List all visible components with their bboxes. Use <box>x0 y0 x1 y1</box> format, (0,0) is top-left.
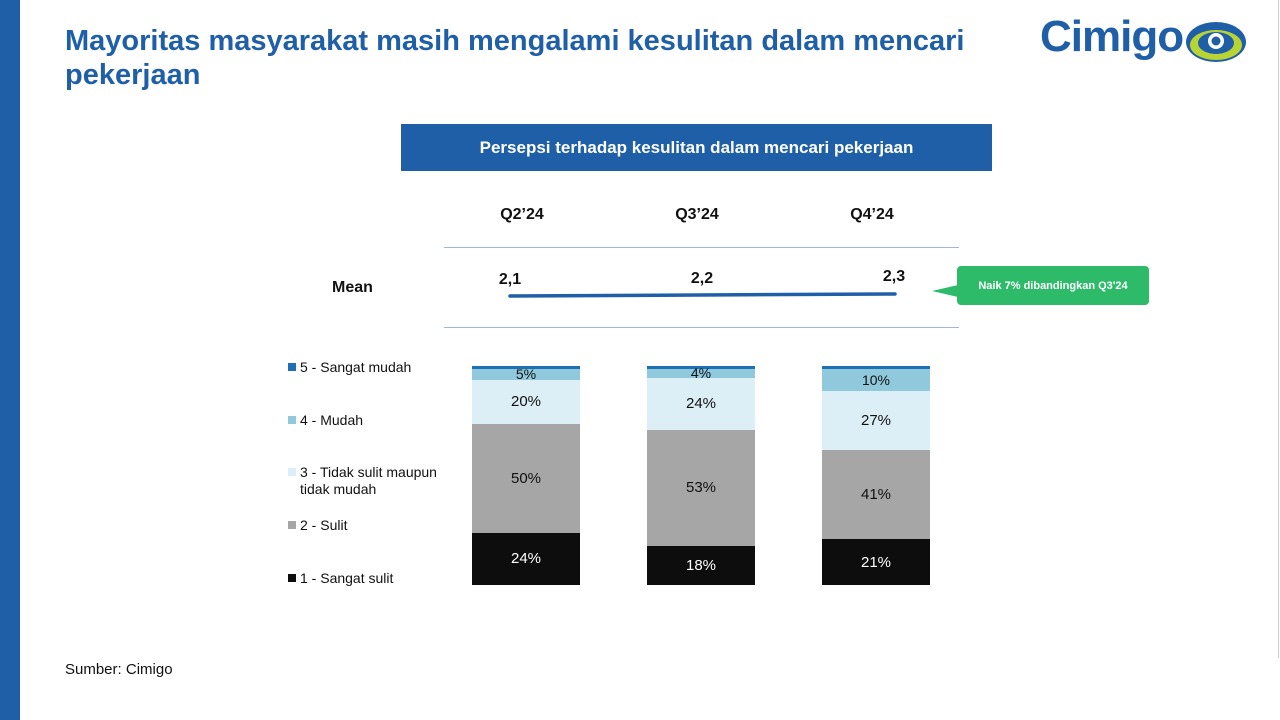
bar-segment: 50% <box>472 423 580 533</box>
bar-segment: 24% <box>647 377 755 431</box>
bar-segment: 5% <box>472 366 580 383</box>
data-label: 10% <box>861 371 891 388</box>
data-label: 41% <box>860 485 892 503</box>
data-label: 20% <box>510 393 542 411</box>
legend-swatch <box>288 468 296 476</box>
mean-trend-line <box>508 292 897 298</box>
stacked-bar-q4: 10% 27% 41% 21% <box>822 366 930 586</box>
stacked-bar-q2: 5% 20% 50% 24% <box>472 366 580 585</box>
mean-value: 2,2 <box>690 270 714 287</box>
quarter-label: Q4’24 <box>850 206 894 223</box>
page-title: Mayoritas masyarakat masih mengalami kes… <box>65 25 965 91</box>
data-label: 21% <box>860 553 892 571</box>
data-label: 27% <box>860 411 892 429</box>
legend-swatch <box>288 363 296 371</box>
right-edge-divider <box>1278 0 1279 658</box>
bar-segment: 24% <box>472 532 580 585</box>
bar-segment <box>647 366 755 369</box>
bar-segment: 10% <box>822 368 930 391</box>
bar-segment: 53% <box>647 430 755 546</box>
data-label: 4% <box>690 365 712 382</box>
bar-segment: 21% <box>822 539 930 586</box>
bar-segment: 18% <box>647 545 755 585</box>
mean-value: 2,3 <box>882 268 906 285</box>
legend-label: 2 - Sulit <box>300 517 348 533</box>
data-label: 24% <box>510 550 542 568</box>
legend-swatch <box>288 521 296 529</box>
mean-value: 2,1 <box>498 271 522 288</box>
callout-pointer <box>932 285 958 297</box>
legend-item-sangat-mudah: 5 - Sangat mudah <box>288 359 411 376</box>
legend-label: 4 - Mudah <box>300 412 364 428</box>
logo-text: Cimigo <box>1040 12 1184 61</box>
quarter-label: Q3’24 <box>675 206 719 223</box>
stacked-bar-q3: 4% 24% 53% 18% <box>647 365 755 585</box>
change-callout: Naik 7% dibandingkan Q3'24 <box>957 266 1149 305</box>
data-label: 18% <box>685 556 717 574</box>
legend-item-netral: 3 - Tidak sulit maupun tidak mudah <box>288 464 448 498</box>
legend-item-mudah: 4 - Mudah <box>288 412 363 429</box>
quarter-label: Q2’24 <box>500 206 544 223</box>
cimigo-logo: Cimigo <box>1040 12 1250 68</box>
chart-header: Persepsi terhadap kesulitan dalam mencar… <box>401 124 992 171</box>
mean-top-divider <box>444 247 959 248</box>
data-label: 50% <box>510 469 542 487</box>
data-label: 5% <box>515 366 537 383</box>
left-accent-bar <box>0 0 20 720</box>
legend-label: 1 - Sangat sulit <box>300 570 394 586</box>
source-note: Sumber: Cimigo <box>65 661 173 678</box>
data-label: 53% <box>685 479 717 497</box>
legend-label: 5 - Sangat mudah <box>300 359 412 375</box>
legend-swatch <box>288 574 296 582</box>
data-label: 24% <box>685 395 717 413</box>
legend-item-sulit: 2 - Sulit <box>288 517 347 534</box>
bar-segment <box>822 366 930 369</box>
mean-bottom-divider <box>444 327 959 328</box>
bar-segment <box>472 366 580 369</box>
legend-label: 3 - Tidak sulit maupun tidak mudah <box>300 464 437 497</box>
eye-logo-icon <box>1186 22 1246 62</box>
legend-item-sangat-sulit: 1 - Sangat sulit <box>288 570 393 587</box>
mean-line-chart <box>508 292 897 298</box>
mean-label: Mean <box>332 279 373 296</box>
bar-segment: 20% <box>472 379 580 424</box>
bar-segment: 4% <box>647 365 755 381</box>
legend-swatch <box>288 416 296 424</box>
bar-segment: 41% <box>822 449 930 540</box>
bar-segment: 27% <box>822 390 930 450</box>
